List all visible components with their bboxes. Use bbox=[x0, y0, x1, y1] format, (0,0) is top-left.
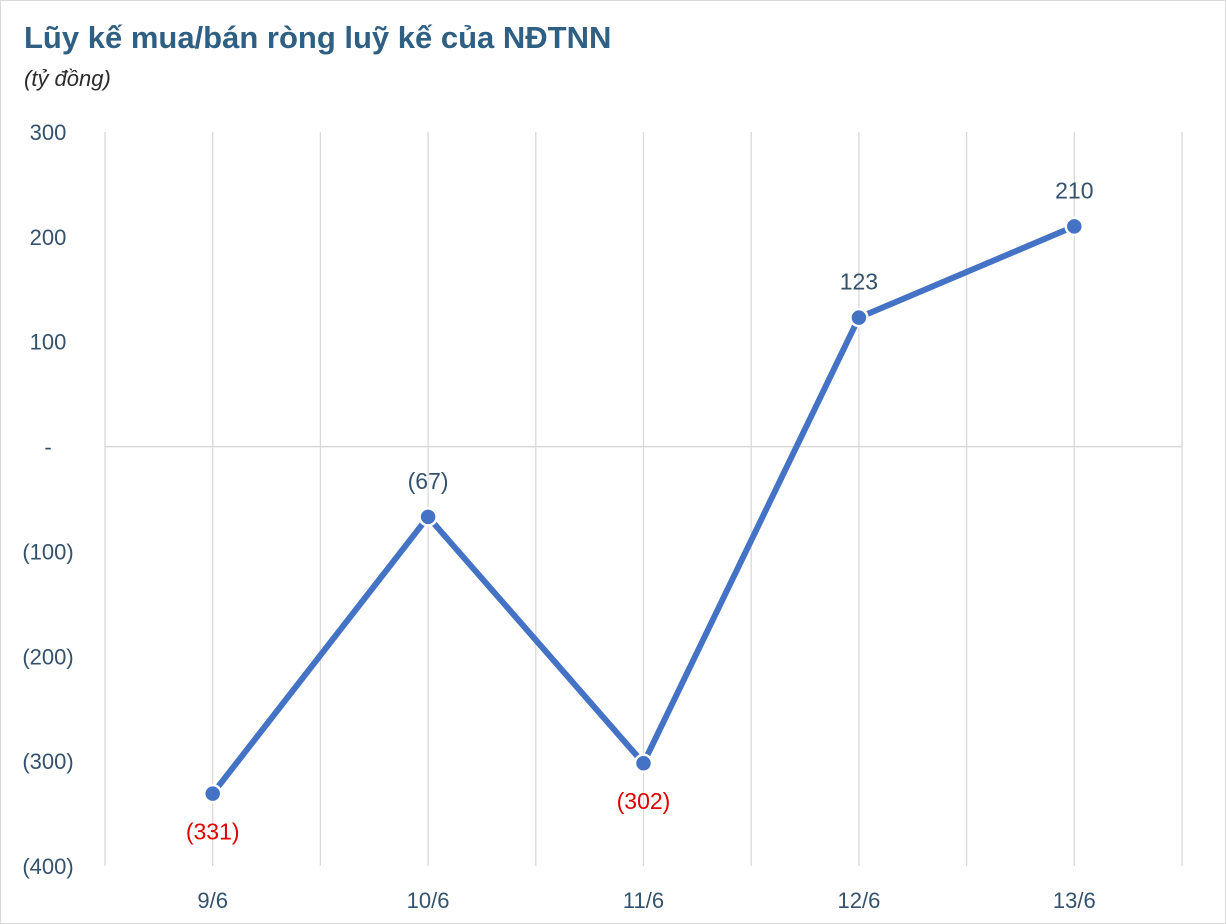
y-tick-label: (100) bbox=[22, 539, 73, 564]
x-tick-label: 13/6 bbox=[1053, 888, 1096, 913]
y-axis-ticks: 300 200 100 - (100) (200) (300) (400) bbox=[22, 120, 73, 879]
data-label: 210 bbox=[1055, 177, 1093, 203]
data-point bbox=[1064, 216, 1085, 237]
x-tick-label: 10/6 bbox=[407, 888, 450, 913]
chart-title: Lũy kế mua/bán ròng luỹ kế của NĐTNN bbox=[24, 20, 612, 55]
y-tick-label: (400) bbox=[22, 854, 73, 879]
data-label: 123 bbox=[840, 269, 878, 295]
data-point bbox=[202, 783, 223, 804]
x-axis-ticks: 9/6 10/6 11/6 12/6 13/6 bbox=[197, 888, 1095, 913]
y-tick-label: (200) bbox=[22, 644, 73, 669]
series-layer bbox=[202, 216, 1085, 804]
y-tick-label: (300) bbox=[22, 749, 73, 774]
y-tick-label: 200 bbox=[30, 225, 67, 250]
y-tick-label: 300 bbox=[30, 120, 67, 145]
x-tick-label: 12/6 bbox=[837, 888, 880, 913]
grid-layer bbox=[104, 132, 1183, 866]
data-point bbox=[633, 753, 654, 773]
data-label: (331) bbox=[186, 819, 240, 845]
data-point bbox=[849, 307, 869, 328]
data-label: (302) bbox=[617, 788, 671, 814]
y-tick-label: 100 bbox=[30, 330, 67, 355]
chart-subtitle: (tỷ đồng) bbox=[24, 66, 111, 91]
x-tick-label: 9/6 bbox=[197, 888, 228, 913]
y-tick-label: - bbox=[44, 435, 51, 460]
data-labels: (331) (67) (302) 123 210 bbox=[186, 177, 1094, 844]
data-point bbox=[418, 507, 438, 527]
x-tick-label: 11/6 bbox=[623, 888, 664, 913]
data-label: (67) bbox=[408, 468, 449, 494]
